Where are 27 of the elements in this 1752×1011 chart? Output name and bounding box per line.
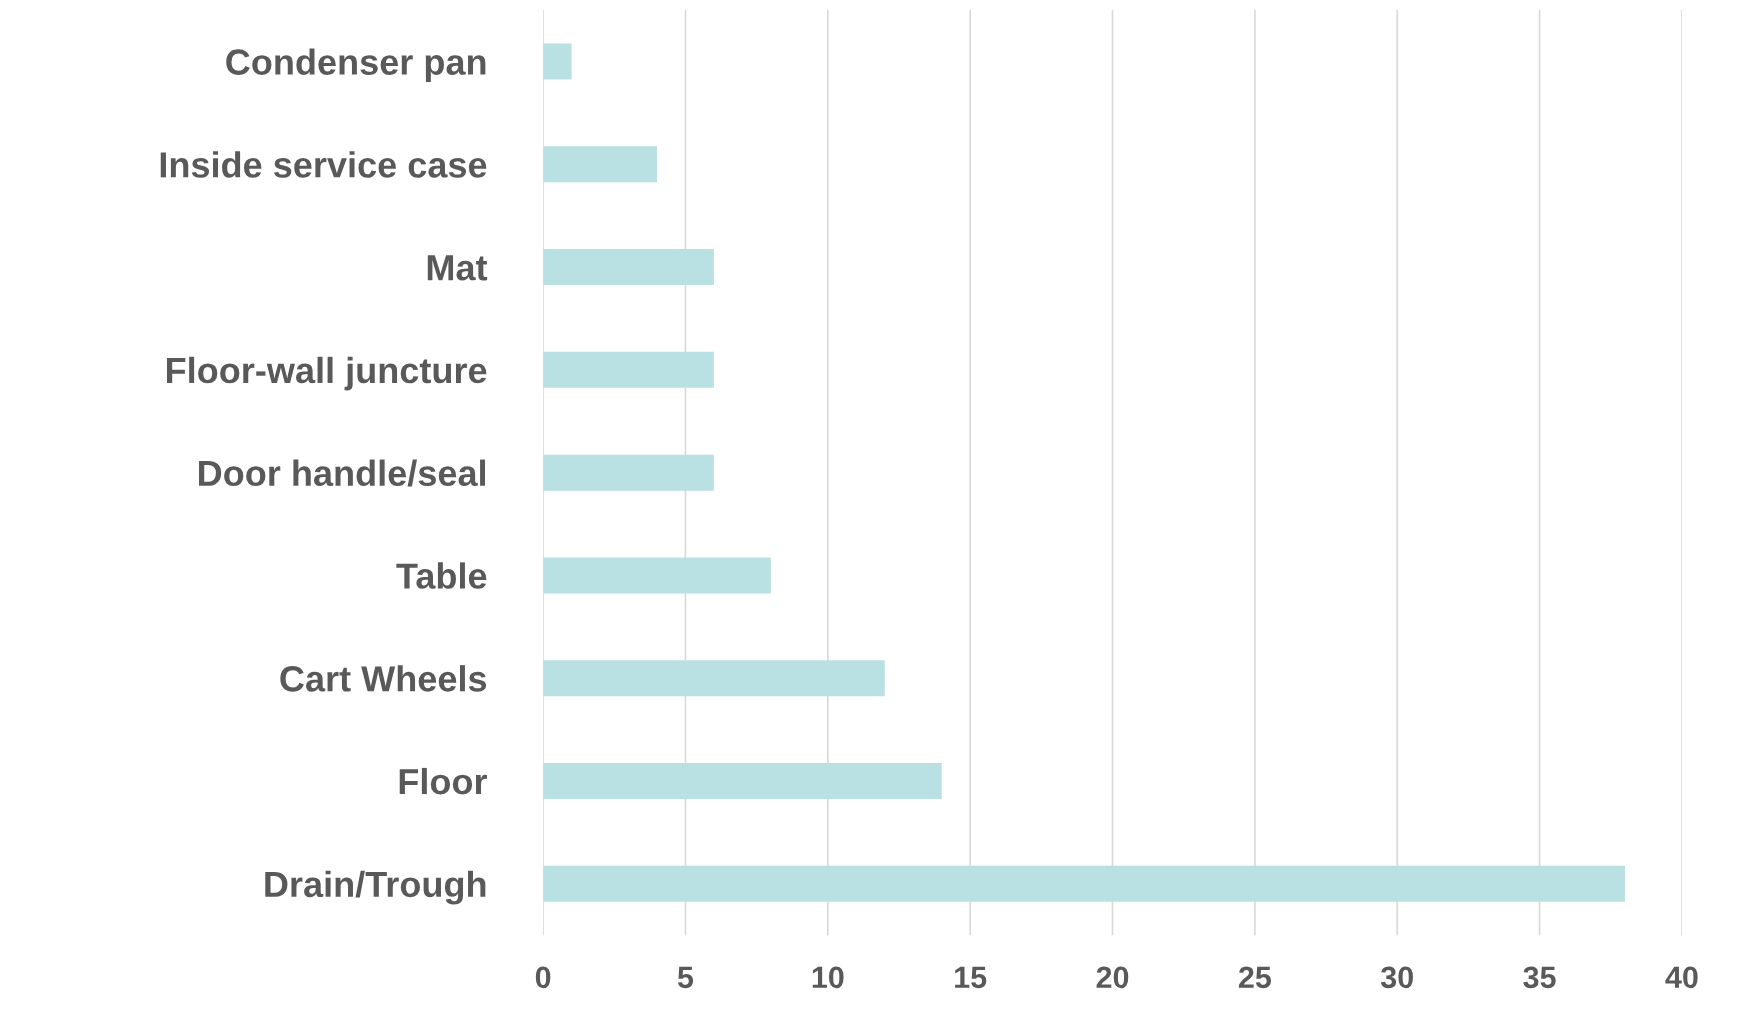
y-tick-label: Table <box>396 562 487 589</box>
y-tick-label: Floor <box>399 767 488 795</box>
x-tick-label: 5 <box>677 966 694 989</box>
bar <box>543 763 942 799</box>
y-tick-label: Door handle/seal <box>199 459 486 487</box>
x-tick-label: 35 <box>1523 966 1556 989</box>
y-tick-label: Condenser pan <box>226 48 486 83</box>
bar <box>543 43 572 80</box>
x-tick-label: 0 <box>535 966 551 989</box>
bar <box>543 249 714 286</box>
bar <box>543 865 1625 902</box>
x-tick-label: 25 <box>1238 966 1272 989</box>
bar <box>543 454 714 491</box>
x-tick-label: 30 <box>1380 966 1413 989</box>
x-tick-label: 15 <box>955 966 987 989</box>
x-tick-label: 10 <box>812 966 844 989</box>
bar <box>543 351 714 388</box>
bar <box>543 557 771 594</box>
x-tick-label: 40 <box>1665 966 1698 989</box>
bar <box>543 146 657 183</box>
y-tick-label: Floor-wall juncture <box>166 356 487 391</box>
y-tick-label: Drain/Trough <box>265 870 486 905</box>
x-tick-label: 20 <box>1096 966 1129 989</box>
y-tick-label: Cart Wheels <box>280 665 487 692</box>
bar <box>543 660 885 697</box>
y-tick-label: Mat <box>427 255 488 281</box>
y-tick-label: Inside service case <box>160 151 487 178</box>
